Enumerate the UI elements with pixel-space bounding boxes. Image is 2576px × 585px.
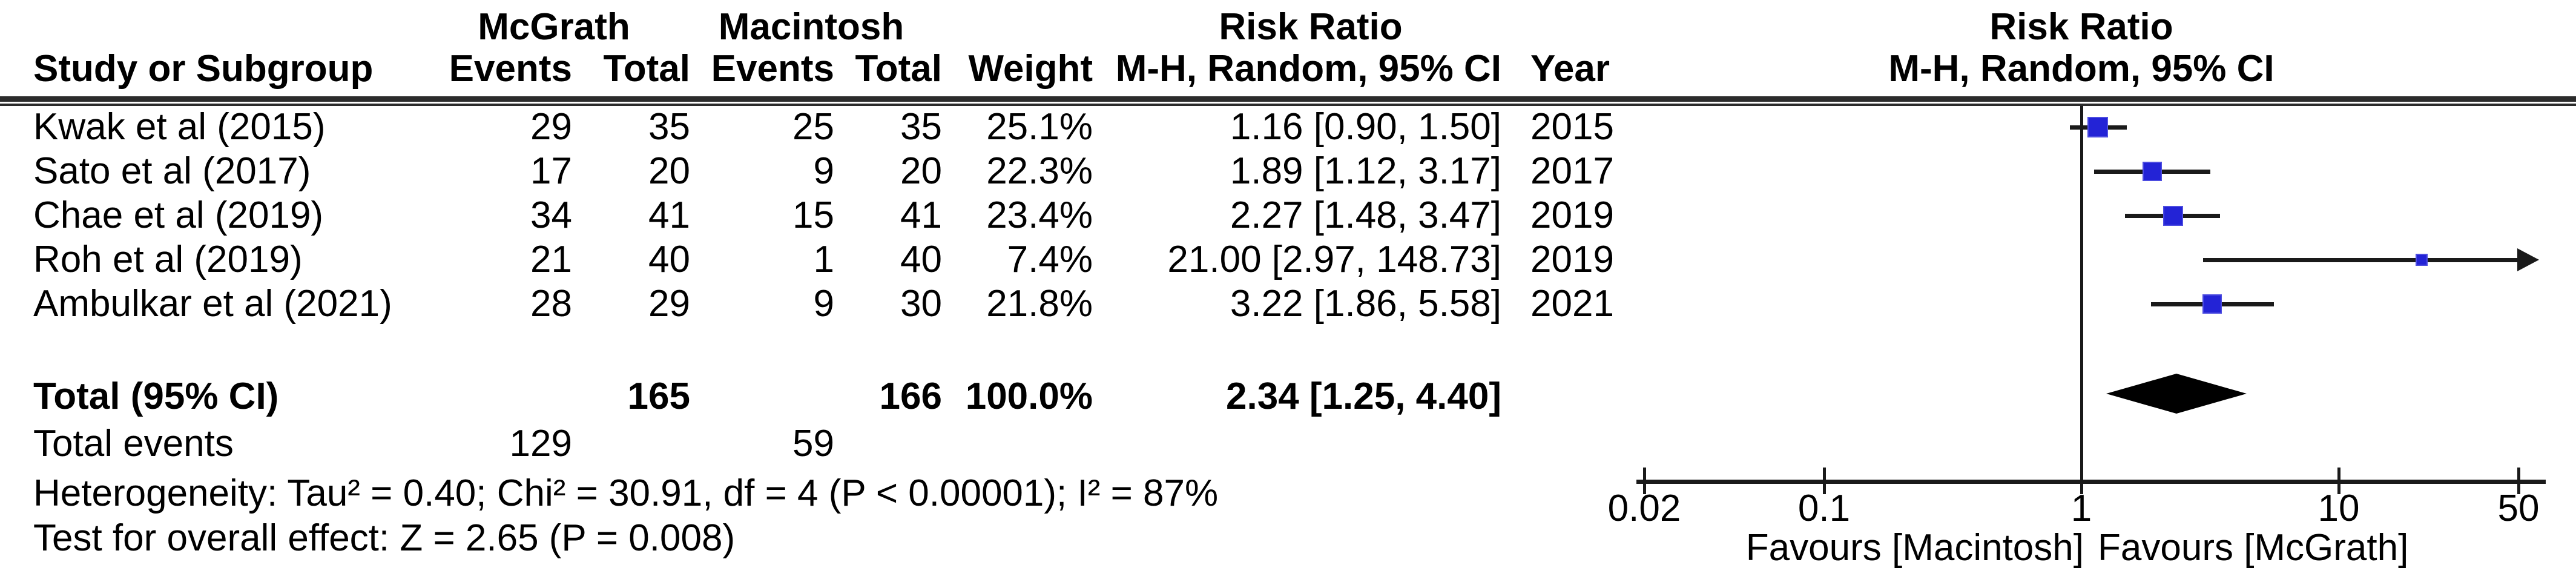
axis-tick [2337, 468, 2340, 494]
col-header-estimate: M-H, Random, 95% CI [1115, 48, 1501, 90]
total-mcgrath: 165 [627, 375, 690, 417]
axis-tick [1823, 468, 1826, 494]
total-events-mcgrath: 129 [509, 423, 572, 464]
group1-header: McGrath [478, 6, 630, 48]
study-events-mcgrath: 17 [530, 150, 572, 192]
study-events-macintosh: 25 [792, 106, 834, 148]
total-macintosh: 166 [879, 375, 942, 417]
axis-tick-label: 50 [2497, 488, 2540, 529]
group2-header: Macintosh [718, 6, 904, 48]
favours-left-label: Favours [Macintosh] [1745, 527, 2084, 569]
study-events-macintosh: 9 [813, 283, 834, 325]
effect-square [2144, 163, 2161, 180]
col-header-year: Year [1530, 48, 1610, 90]
study-estimate: 2.27 [1.48, 3.47] [1230, 194, 1501, 236]
header-rule-thin [0, 104, 2576, 106]
study-total-macintosh: 41 [900, 194, 942, 236]
study-events-mcgrath: 21 [530, 239, 572, 280]
study-events-macintosh: 1 [813, 239, 834, 280]
study-estimate: 3.22 [1.86, 5.58] [1230, 283, 1501, 325]
ci-arrow [2517, 248, 2539, 271]
study-year: 2021 [1530, 283, 1614, 325]
axis-tick-label: 0.02 [1607, 488, 1681, 529]
col-header-total-mcgrath: Total [603, 48, 691, 90]
axis-tick-label: 10 [2317, 488, 2360, 529]
study-year: 2015 [1530, 106, 1614, 148]
total-estimate: 2.34 [1.25, 4.40] [1226, 375, 1501, 417]
study-events-macintosh: 15 [792, 194, 834, 236]
study-events-mcgrath: 29 [530, 106, 572, 148]
ci-line [2203, 258, 2517, 262]
study-events-mcgrath: 28 [530, 283, 572, 325]
col-header-weight: Weight [968, 48, 1093, 90]
study-total-mcgrath: 20 [648, 150, 690, 192]
effect-square [2164, 207, 2182, 225]
col-header-events-macintosh: Events [711, 48, 834, 90]
study-estimate: 1.89 [1.12, 3.17] [1230, 150, 1501, 192]
study-total-mcgrath: 35 [648, 106, 690, 148]
x-axis [1636, 480, 2546, 484]
study-weight: 7.4% [1007, 239, 1093, 280]
axis-tick-label: 1 [2070, 488, 2092, 529]
overall-effect-text: Test for overall effect: Z = 2.65 (P = 0… [33, 517, 736, 559]
favours-right-label: Favours [McGrath] [2098, 527, 2409, 569]
total-events-macintosh: 59 [792, 423, 834, 464]
study-weight: 22.3% [986, 150, 1093, 192]
plot-title: Risk Ratio [1989, 6, 2173, 48]
plot-subtitle: M-H, Random, 95% CI [1888, 48, 2275, 90]
study-events-macintosh: 9 [813, 150, 834, 192]
effect-title: Risk Ratio [1219, 6, 1403, 48]
study-estimate: 21.00 [2.97, 148.73] [1167, 239, 1501, 280]
study-events-mcgrath: 34 [530, 194, 572, 236]
heterogeneity-text: Heterogeneity: Tau² = 0.40; Chi² = 30.91… [33, 472, 1219, 514]
study-total-mcgrath: 40 [648, 239, 690, 280]
col-header-study: Study or Subgroup [33, 48, 374, 90]
pooled-diamond [2106, 374, 2247, 414]
total-weight: 100.0% [965, 375, 1093, 417]
study-year: 2019 [1530, 194, 1614, 236]
study-total-macintosh: 20 [900, 150, 942, 192]
total-events-label: Total events [33, 423, 234, 464]
axis-tick [2517, 468, 2520, 494]
study-total-macintosh: 30 [900, 283, 942, 325]
axis-tick [2080, 468, 2083, 494]
header-rule-thick [0, 96, 2576, 102]
study-estimate: 1.16 [0.90, 1.50] [1230, 106, 1501, 148]
study-year: 2017 [1530, 150, 1614, 192]
null-effect-line [2080, 106, 2083, 480]
study-name: Kwak et al (2015) [33, 106, 326, 148]
study-weight: 23.4% [986, 194, 1093, 236]
axis-tick [1643, 468, 1646, 494]
col-header-events-mcgrath: Events [449, 48, 572, 90]
col-header-total-macintosh: Total [855, 48, 943, 90]
effect-square [2417, 255, 2426, 265]
axis-tick-label: 0.1 [1797, 488, 1851, 529]
study-name: Ambulkar et al (2021) [33, 283, 392, 325]
effect-square [2204, 296, 2221, 312]
effect-square [2089, 118, 2107, 136]
study-weight: 25.1% [986, 106, 1093, 148]
study-name: Roh et al (2019) [33, 239, 303, 280]
study-total-macintosh: 40 [900, 239, 942, 280]
study-total-macintosh: 35 [900, 106, 942, 148]
study-year: 2019 [1530, 239, 1614, 280]
study-name: Sato et al (2017) [33, 150, 311, 192]
study-total-mcgrath: 41 [648, 194, 690, 236]
study-weight: 21.8% [986, 283, 1093, 325]
total-label: Total (95% CI) [33, 375, 279, 417]
study-name: Chae et al (2019) [33, 194, 324, 236]
study-total-mcgrath: 29 [648, 283, 690, 325]
